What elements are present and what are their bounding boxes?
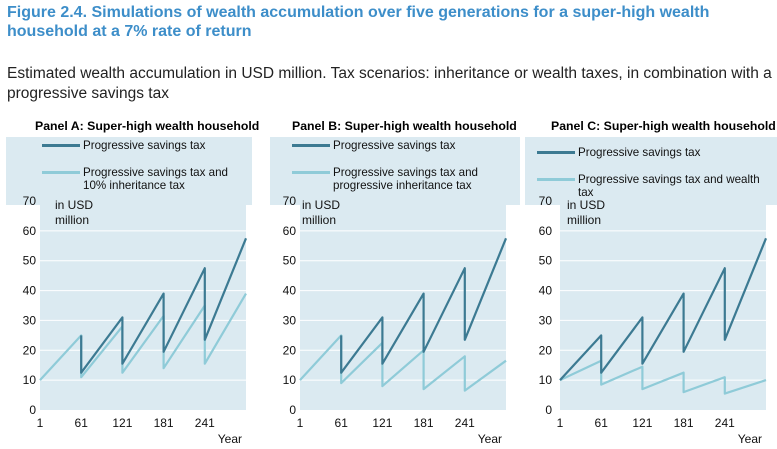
legend-item: Progressive savings tax and progressive …	[292, 166, 523, 192]
y-tick-label: 70	[23, 194, 37, 208]
x-tick-label: 241	[455, 416, 475, 430]
y-tick-label: 0	[289, 403, 296, 417]
figure-title: Figure 2.4. Simulations of wealth accumu…	[7, 4, 710, 40]
y-tick-label: 30	[283, 313, 297, 327]
legend-item: Progressive savings tax	[292, 139, 523, 152]
plot-area	[40, 201, 246, 410]
y-tick-label: 10	[283, 373, 297, 387]
legend-swatch-light	[42, 171, 80, 174]
panel-b: Panel B: Super-high wealth household Pro…	[260, 118, 520, 449]
legend-item: Progressive savings tax	[537, 146, 777, 159]
y-tick-label: 40	[539, 284, 553, 298]
x-tick-label: 121	[632, 416, 652, 430]
x-tick-label: 61	[75, 416, 89, 430]
x-tick-label: 1	[557, 416, 564, 430]
legend-item: Progressive savings tax and wealth tax	[537, 173, 777, 199]
legend-item: Progressive savings tax	[42, 139, 248, 152]
x-tick-label: 181	[674, 416, 694, 430]
legend-label: Progressive savings tax and wealth tax	[578, 173, 760, 199]
x-tick-label: 61	[335, 416, 349, 430]
panel-title: Panel C: Super-high wealth household	[551, 119, 776, 133]
y-tick-label: 10	[23, 373, 37, 387]
y-tick-label: 70	[283, 194, 297, 208]
x-tick-label: 241	[195, 416, 215, 430]
y-tick-label: 40	[283, 284, 297, 298]
y-tick-label: 20	[283, 343, 297, 357]
unit-label: million	[567, 213, 601, 227]
unit-label: in USD	[567, 198, 605, 212]
panel-title: Panel B: Super-high wealth household	[292, 119, 517, 133]
panel-title: Panel A: Super-high wealth household	[35, 119, 260, 133]
y-tick-label: 20	[23, 343, 37, 357]
x-tick-label: 181	[414, 416, 434, 430]
legend-label: Progressive savings tax and progressive …	[333, 166, 478, 192]
x-tick-label: 121	[372, 416, 392, 430]
x-tick-label: 181	[154, 416, 174, 430]
series-line-progressive-savings-tax	[340, 237, 508, 374]
legend-swatch-dark	[42, 144, 80, 147]
x-tick-label: 121	[112, 416, 132, 430]
series-line-progressive-savings-tax	[559, 237, 768, 381]
legend-swatch-dark	[537, 151, 575, 154]
x-axis-label: Year	[738, 432, 762, 446]
plot-area	[300, 201, 506, 410]
unit-label: million	[302, 213, 336, 227]
plot-area	[560, 201, 766, 410]
unit-label: in USD	[302, 198, 340, 212]
y-tick-label: 20	[539, 343, 553, 357]
figure-subtitle: Estimated wealth accumulation in USD mil…	[7, 65, 772, 102]
panel-a: Panel A: Super-high wealth household Pro…	[0, 118, 259, 449]
legend-swatch-light	[537, 178, 575, 181]
unit-label: million	[55, 213, 89, 227]
y-tick-label: 50	[283, 254, 297, 268]
legend-swatch-dark	[292, 144, 330, 147]
legend: Progressive savings tax Progressive savi…	[270, 137, 520, 205]
y-tick-label: 70	[539, 194, 553, 208]
x-tick-label: 241	[715, 416, 735, 430]
legend: Progressive savings tax Progressive savi…	[6, 137, 252, 205]
y-tick-label: 50	[539, 254, 553, 268]
y-tick-label: 0	[545, 403, 552, 417]
x-tick-label: 1	[37, 416, 44, 430]
y-tick-label: 60	[23, 224, 37, 238]
y-tick-label: 0	[29, 403, 36, 417]
y-tick-label: 50	[23, 254, 37, 268]
legend-label: Progressive savings tax	[83, 139, 206, 152]
legend-item: Progressive savings tax and 10% inherita…	[42, 166, 248, 192]
y-tick-label: 60	[283, 224, 297, 238]
legend-label: Progressive savings tax	[333, 139, 456, 152]
panel-c: Panel C: Super-high wealth household Pro…	[520, 118, 777, 449]
y-tick-label: 60	[539, 224, 553, 238]
series-line-progressive-savings-tax	[80, 237, 248, 374]
legend-label: Progressive savings tax	[578, 146, 701, 159]
y-tick-label: 30	[539, 313, 553, 327]
x-tick-label: 61	[595, 416, 609, 430]
y-tick-label: 40	[23, 284, 37, 298]
legend-label: Progressive savings tax and 10% inherita…	[83, 166, 228, 192]
x-axis-label: Year	[478, 432, 502, 446]
unit-label: in USD	[55, 198, 93, 212]
legend: Progressive savings tax Progressive savi…	[525, 137, 777, 205]
x-axis-label: Year	[218, 432, 242, 446]
y-tick-label: 30	[23, 313, 37, 327]
legend-swatch-light	[292, 171, 330, 174]
y-tick-label: 10	[539, 373, 553, 387]
x-tick-label: 1	[297, 416, 304, 430]
